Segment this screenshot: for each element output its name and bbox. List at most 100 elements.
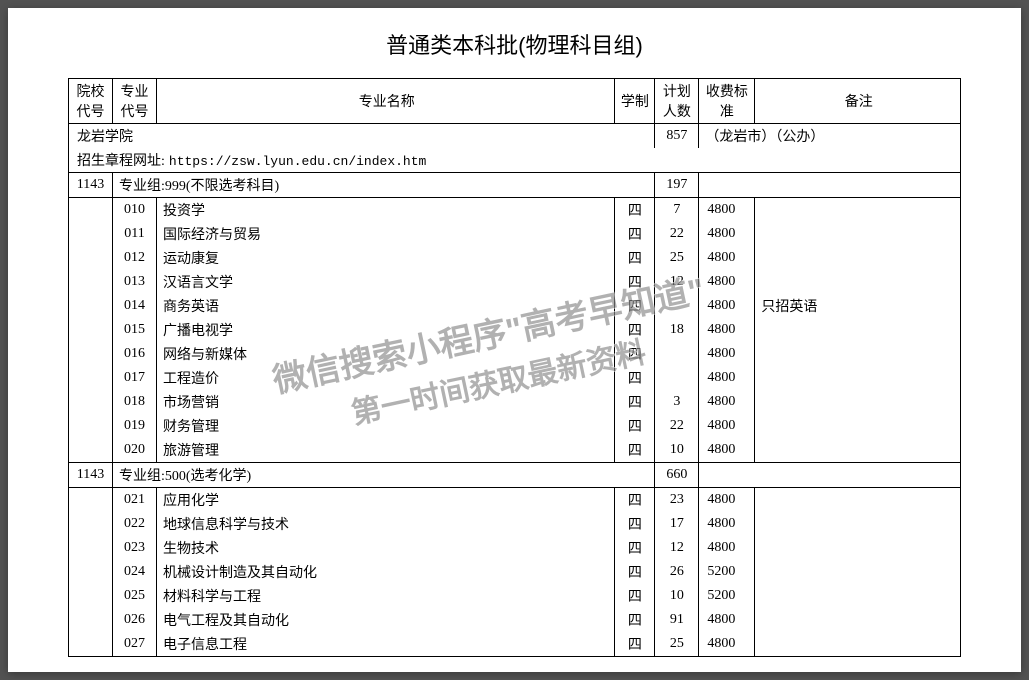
cell-remark	[755, 390, 961, 414]
table-row: 011国际经济与贸易四224800	[69, 222, 961, 246]
cell-school-code	[69, 536, 113, 560]
table-row: 020旅游管理四104800	[69, 438, 961, 463]
cell-school-code	[69, 342, 113, 366]
cell-major-code: 011	[113, 222, 157, 246]
cell-major-name: 电子信息工程	[157, 632, 615, 657]
major-group-row: 1143专业组:999(不限选考科目)197	[69, 173, 961, 198]
cell-major-name: 市场营销	[157, 390, 615, 414]
header-plan: 计划人数	[655, 79, 699, 124]
cell-duration: 四	[615, 632, 655, 657]
cell-school-code	[69, 414, 113, 438]
group-label: 专业组:999(不限选考科目)	[113, 173, 655, 198]
school-url-row: 招生章程网址:https://zsw.lyun.edu.cn/index.htm	[69, 148, 961, 173]
cell-remark	[755, 198, 961, 223]
cell-major-name: 地球信息科学与技术	[157, 512, 615, 536]
cell-duration: 四	[615, 390, 655, 414]
cell-major-name: 运动康复	[157, 246, 615, 270]
cell-school-code	[69, 246, 113, 270]
group-school-code: 1143	[69, 463, 113, 488]
cell-remark	[755, 270, 961, 294]
cell-fee: 4800	[699, 222, 755, 246]
cell-fee: 4800	[699, 488, 755, 513]
cell-major-code: 027	[113, 632, 157, 657]
cell-major-code: 010	[113, 198, 157, 223]
table-row: 027电子信息工程四254800	[69, 632, 961, 657]
cell-major-code: 023	[113, 536, 157, 560]
cell-duration: 四	[615, 342, 655, 366]
cell-school-code	[69, 318, 113, 342]
cell-remark	[755, 414, 961, 438]
cell-plan: 22	[655, 414, 699, 438]
cell-school-code	[69, 488, 113, 513]
cell-major-code: 018	[113, 390, 157, 414]
cell-plan: 12	[655, 270, 699, 294]
table-row: 018市场营销四34800	[69, 390, 961, 414]
cell-fee: 4800	[699, 414, 755, 438]
table-row: 014商务英语四4800只招英语	[69, 294, 961, 318]
header-fee: 收费标准	[699, 79, 755, 124]
table-row: 016网络与新媒体四4800	[69, 342, 961, 366]
cell-major-code: 019	[113, 414, 157, 438]
cell-duration: 四	[615, 270, 655, 294]
table-row: 015广播电视学四184800	[69, 318, 961, 342]
cell-plan: 25	[655, 246, 699, 270]
cell-major-name: 投资学	[157, 198, 615, 223]
header-major-code: 专业代号	[113, 79, 157, 124]
cell-remark	[755, 536, 961, 560]
cell-plan	[655, 342, 699, 366]
school-name-row: 龙岩学院857（龙岩市）（公办）	[69, 124, 961, 149]
cell-duration: 四	[615, 536, 655, 560]
cell-fee: 4800	[699, 536, 755, 560]
cell-plan: 3	[655, 390, 699, 414]
table-row: 025材料科学与工程四105200	[69, 584, 961, 608]
cell-plan: 91	[655, 608, 699, 632]
cell-fee: 4800	[699, 246, 755, 270]
cell-duration: 四	[615, 438, 655, 463]
cell-major-code: 013	[113, 270, 157, 294]
cell-school-code	[69, 512, 113, 536]
cell-fee: 4800	[699, 366, 755, 390]
group-remark	[699, 173, 961, 198]
group-remark	[699, 463, 961, 488]
table-row: 012运动康复四254800	[69, 246, 961, 270]
cell-major-code: 020	[113, 438, 157, 463]
cell-fee: 4800	[699, 438, 755, 463]
cell-major-code: 021	[113, 488, 157, 513]
page-title: 普通类本科批(物理科目组)	[68, 28, 961, 60]
cell-remark	[755, 342, 961, 366]
school-total-plan: 857	[655, 124, 699, 149]
cell-duration: 四	[615, 560, 655, 584]
cell-major-name: 工程造价	[157, 366, 615, 390]
cell-duration: 四	[615, 318, 655, 342]
cell-remark: 只招英语	[755, 294, 961, 318]
cell-remark	[755, 512, 961, 536]
cell-major-code: 017	[113, 366, 157, 390]
cell-plan: 7	[655, 198, 699, 223]
table-row: 010投资学四74800	[69, 198, 961, 223]
table-row: 022地球信息科学与技术四174800	[69, 512, 961, 536]
cell-major-code: 026	[113, 608, 157, 632]
table-row: 026电气工程及其自动化四914800	[69, 608, 961, 632]
cell-remark	[755, 366, 961, 390]
cell-plan: 18	[655, 318, 699, 342]
cell-remark	[755, 222, 961, 246]
cell-plan: 22	[655, 222, 699, 246]
cell-fee: 4800	[699, 632, 755, 657]
cell-school-code	[69, 366, 113, 390]
cell-remark	[755, 318, 961, 342]
cell-major-code: 024	[113, 560, 157, 584]
cell-major-name: 电气工程及其自动化	[157, 608, 615, 632]
cell-school-code	[69, 438, 113, 463]
school-url: 招生章程网址:https://zsw.lyun.edu.cn/index.htm	[69, 148, 961, 173]
group-label: 专业组:500(选考化学)	[113, 463, 655, 488]
header-school-code: 院校代号	[69, 79, 113, 124]
cell-plan: 23	[655, 488, 699, 513]
school-city-type: （龙岩市）（公办）	[699, 124, 961, 149]
cell-major-name: 旅游管理	[157, 438, 615, 463]
cell-major-name: 应用化学	[157, 488, 615, 513]
cell-fee: 4800	[699, 608, 755, 632]
cell-major-code: 016	[113, 342, 157, 366]
cell-remark	[755, 584, 961, 608]
table-row: 024机械设计制造及其自动化四265200	[69, 560, 961, 584]
group-plan: 197	[655, 173, 699, 198]
